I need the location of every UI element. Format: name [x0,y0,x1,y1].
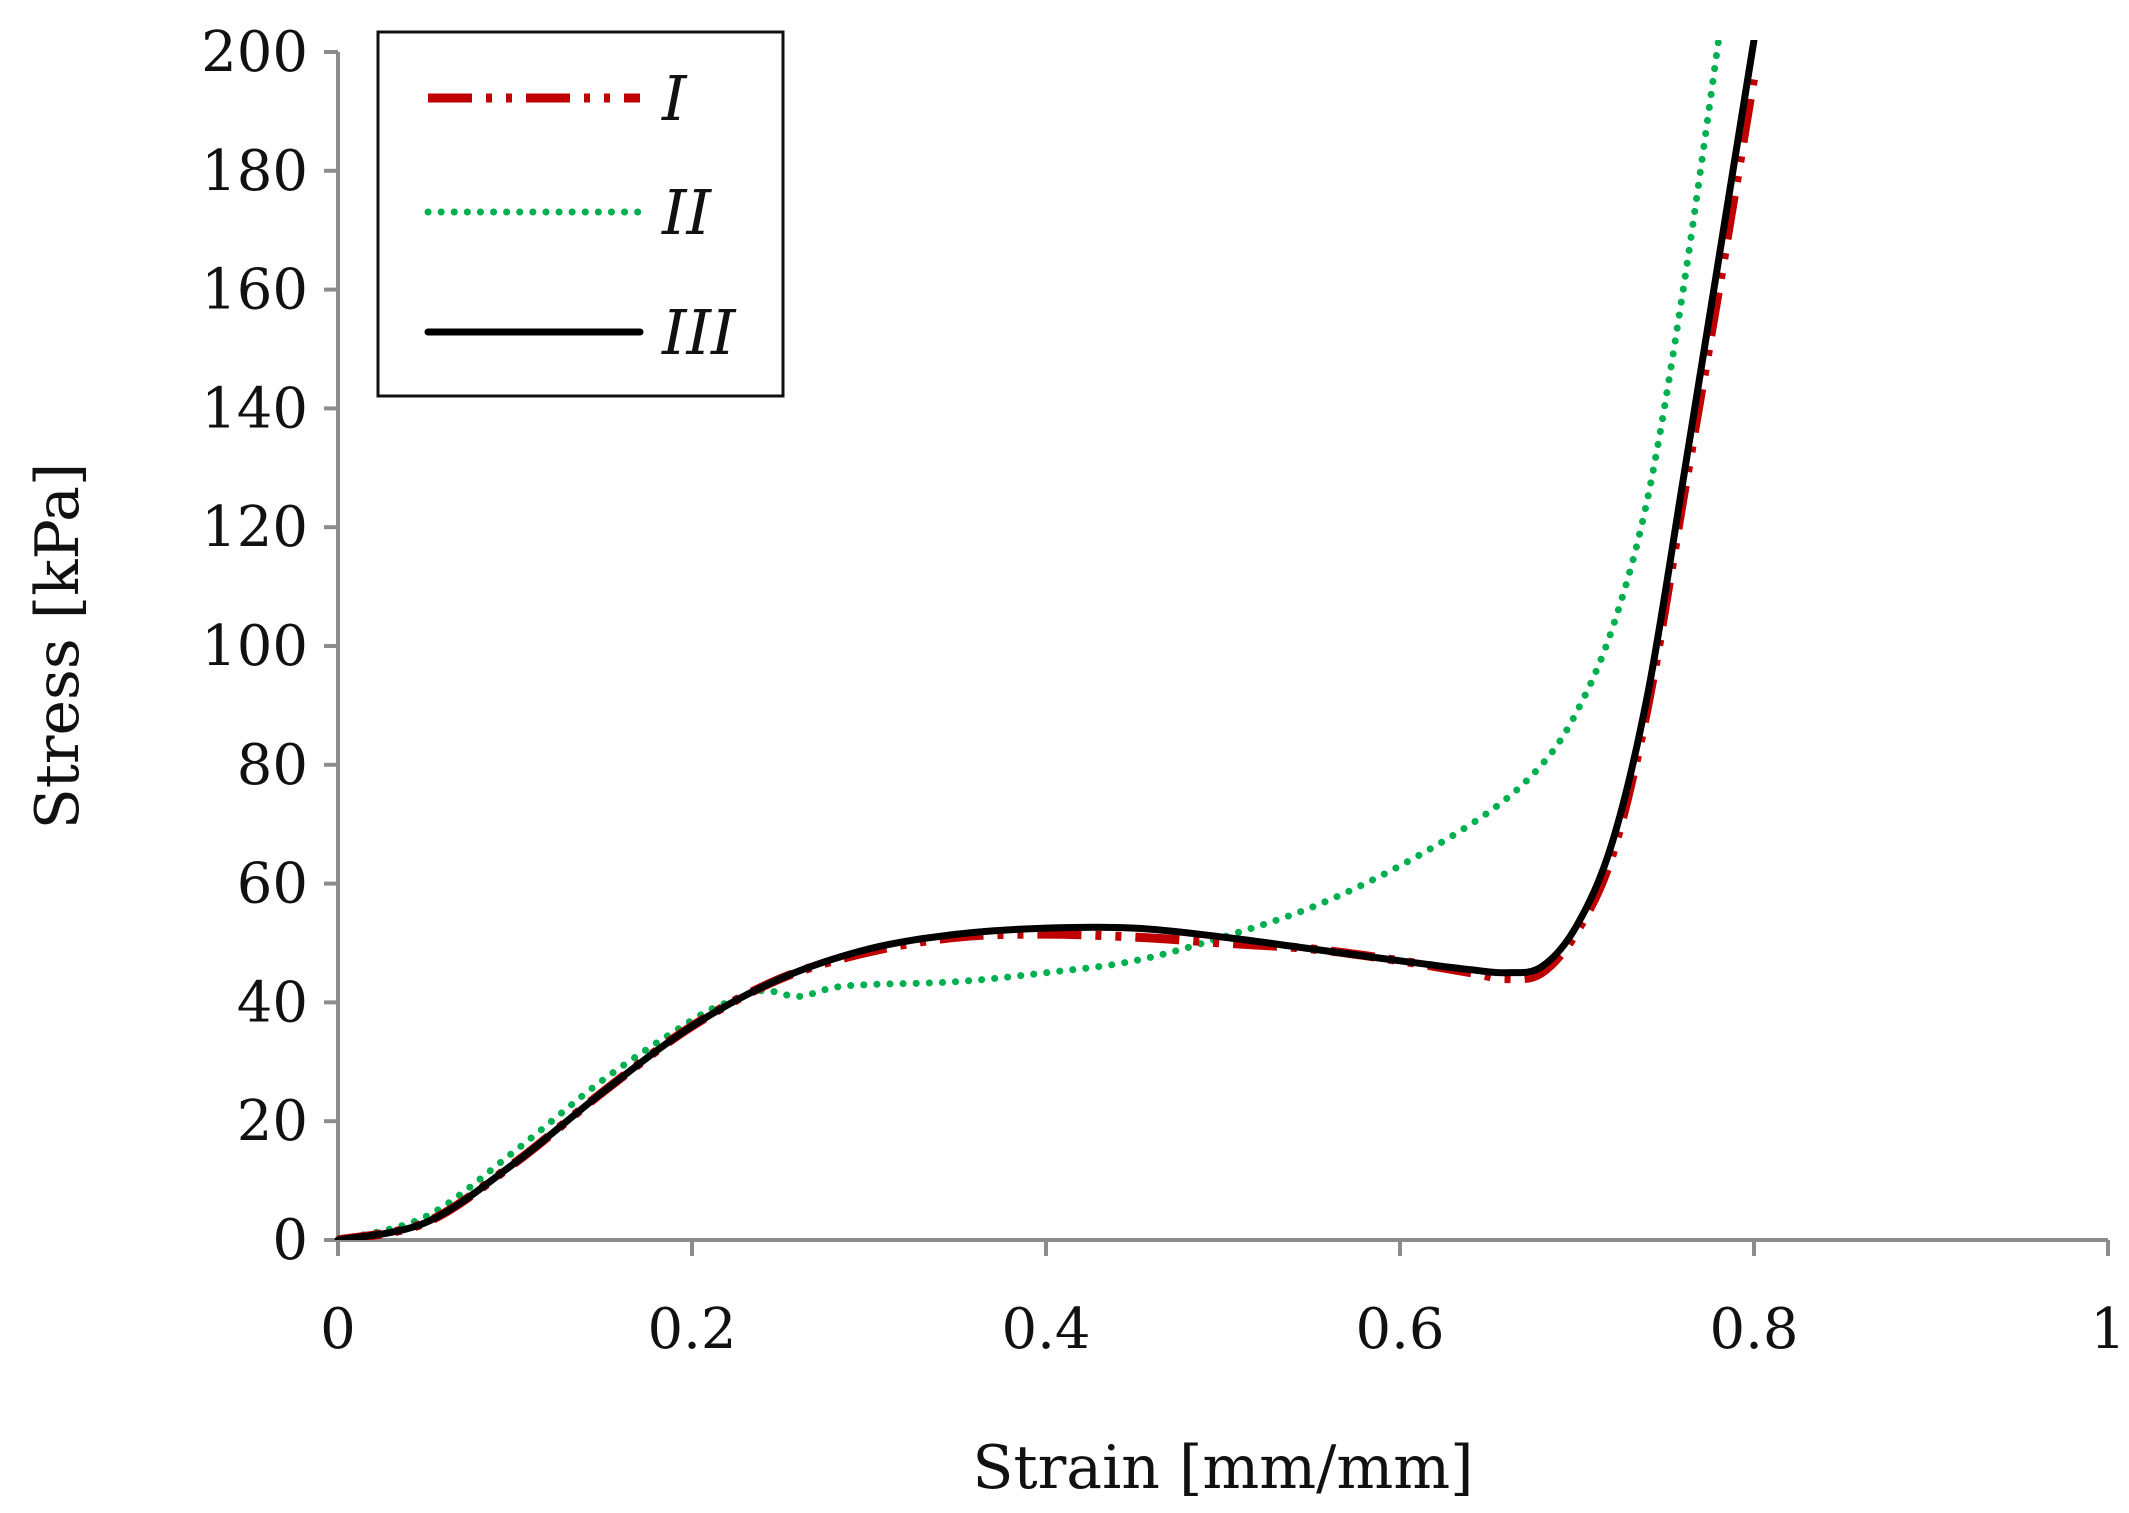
y-tick-label: 120 [201,495,308,560]
legend-label-ii: II [661,176,712,249]
y-tick-label: 140 [201,376,308,441]
x-tick-label: 0.2 [647,1297,736,1362]
y-tick-label: 80 [237,733,308,798]
x-tick-label: 0 [320,1297,356,1362]
y-axis-title: Stress [kPa] [23,463,93,830]
y-tick-label: 60 [237,852,308,917]
y-tick-label: 100 [201,614,308,679]
y-tick-label: 40 [237,970,308,1035]
x-tick-label: 1 [2090,1297,2126,1362]
y-tick-label: 180 [201,139,308,204]
legend-label-iii: III [661,296,737,369]
legend-label-i: I [661,62,688,135]
y-tick-label: 0 [272,1208,308,1273]
x-tick-label: 0.6 [1355,1297,1444,1362]
y-tick-label: 20 [237,1089,308,1154]
y-tick-label: 160 [201,258,308,323]
series-line-ii [334,40,1723,1240]
x-tick-label: 0.8 [1709,1297,1798,1362]
x-tick-label: 0.4 [1001,1297,1090,1362]
y-tick-label: 200 [201,20,308,85]
series-line-iii [334,40,1758,1240]
x-axis-title: Strain [mm/mm] [972,1433,1473,1503]
